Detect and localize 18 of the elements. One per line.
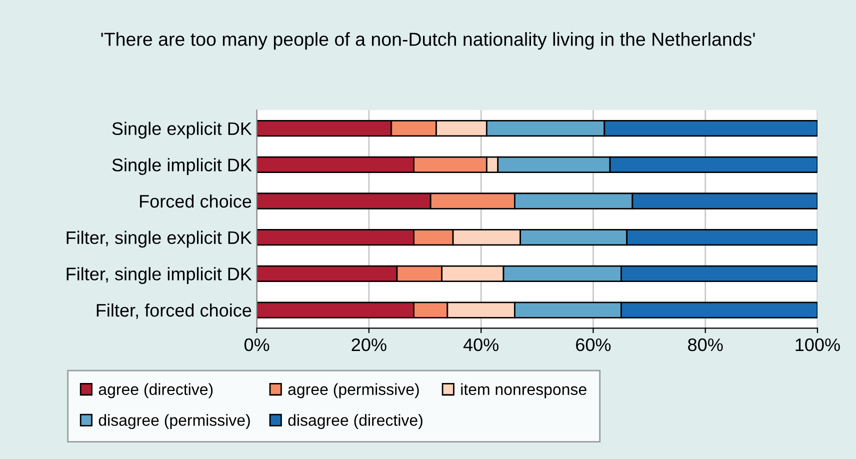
- legend-label: disagree (directive): [288, 414, 422, 430]
- legend-label: disagree (permissive): [98, 414, 250, 430]
- x-tick-label: 0%: [244, 338, 270, 352]
- x-tick-label: 60%: [576, 338, 611, 352]
- chart-title: 'There are too many people of a non-Dutch nationality living in the Netherlands': [101, 32, 755, 50]
- x-tick-label: 40%: [463, 338, 498, 352]
- legend-label: agree (directive): [98, 383, 213, 398]
- x-tick-label: 20%: [352, 338, 386, 352]
- y-tick-label: Filter, single explicit DK: [66, 230, 252, 248]
- y-tick-label: Filter, forced choice: [96, 303, 252, 319]
- legend-label: agree (permissive): [288, 383, 419, 398]
- y-tick-label: Single explicit DK: [112, 122, 252, 139]
- x-tick-label: 100%: [796, 338, 840, 352]
- x-tick-label: 80%: [688, 338, 723, 352]
- legend-label: item nonresponse: [461, 383, 586, 398]
- y-tick-label: Forced choice: [140, 194, 252, 208]
- y-tick-label: Filter, single implicit DK: [66, 267, 252, 284]
- y-tick-label: Single implicit DK: [112, 158, 252, 175]
